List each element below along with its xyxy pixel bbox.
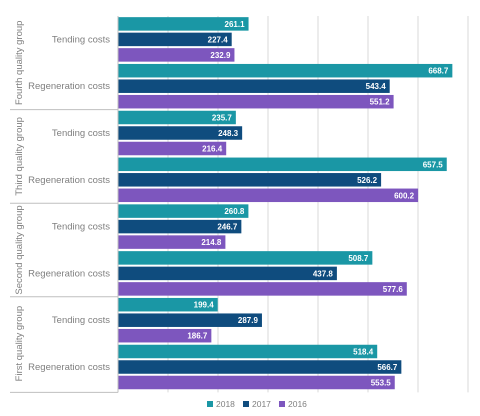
data-label: 668.7: [428, 67, 449, 76]
bar: [118, 375, 395, 390]
legend-label: 2017: [252, 399, 271, 409]
data-label: 508.7: [348, 254, 369, 263]
group-label: Fourth quality group: [14, 21, 25, 106]
bar: [118, 204, 249, 218]
category-label: Tending costs: [52, 222, 110, 233]
bar: [118, 313, 262, 327]
bar: [118, 110, 236, 125]
bar: [118, 173, 382, 187]
bar: [118, 188, 419, 203]
data-label: 551.2: [370, 98, 391, 107]
bar: [118, 32, 232, 47]
group-label: Third quality group: [14, 117, 25, 196]
data-label: 543.4: [366, 82, 387, 91]
data-label: 216.4: [202, 145, 223, 154]
data-label: 246.7: [217, 223, 238, 232]
category-label: Tending costs: [52, 34, 110, 45]
gridlines: [117, 16, 469, 393]
bar: [118, 157, 447, 172]
legend: 2018 2017 2016: [207, 399, 307, 409]
data-label: 235.7: [212, 114, 233, 123]
data-label: 600.2: [394, 191, 415, 200]
data-label: 577.6: [383, 285, 404, 294]
category-label: Regeneration costs: [28, 268, 110, 279]
bar: [118, 235, 226, 249]
bar: [118, 48, 235, 62]
group-label: First quality group: [14, 306, 25, 382]
legend-label: 2018: [216, 399, 235, 409]
legend-swatch: [207, 401, 213, 407]
data-label: 566.7: [377, 363, 398, 372]
bar: [118, 17, 249, 31]
data-label: 260.8: [224, 207, 245, 216]
data-label: 248.3: [218, 129, 239, 138]
legend-label: 2016: [288, 399, 307, 409]
legend-swatch: [243, 401, 249, 407]
data-label: 518.4: [353, 348, 374, 357]
bar: [118, 360, 402, 374]
legend-swatch: [279, 401, 285, 407]
bar: [118, 219, 242, 234]
category-label: Tending costs: [52, 315, 110, 326]
data-label: 261.1: [225, 20, 246, 29]
bar: [118, 141, 227, 156]
data-label: 553.5: [371, 379, 392, 388]
data-label: 199.4: [194, 301, 215, 310]
category-label: Regeneration costs: [28, 175, 110, 186]
group-label: Second quality group: [14, 205, 25, 294]
bar: [118, 94, 394, 109]
bar: [118, 126, 243, 140]
data-label: 526.2: [357, 176, 378, 185]
data-label: 287.9: [238, 316, 259, 325]
data-label: 186.7: [187, 332, 208, 341]
category-label: Regeneration costs: [28, 81, 110, 92]
bar: [118, 328, 212, 343]
bar: [118, 79, 390, 93]
data-label: 657.5: [423, 160, 444, 169]
data-label: 214.8: [201, 238, 222, 247]
bar: [118, 266, 337, 281]
data-label: 232.9: [210, 51, 231, 60]
category-label: Tending costs: [52, 128, 110, 139]
category-label: Regeneration costs: [28, 362, 110, 373]
bar: [118, 297, 218, 312]
data-label: 437.8: [313, 269, 334, 278]
bar: [118, 282, 407, 296]
data-label: 227.4: [208, 35, 229, 44]
bar: [118, 63, 453, 78]
bar: [118, 344, 378, 359]
bar: [118, 251, 373, 265]
